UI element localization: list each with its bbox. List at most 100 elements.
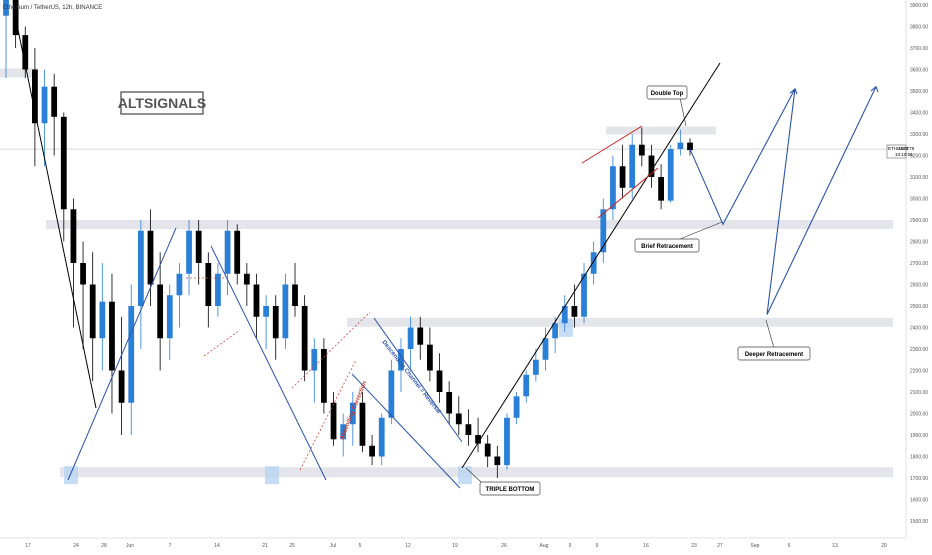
candle-body <box>215 273 221 306</box>
candle-body <box>80 263 86 285</box>
candle-body <box>195 230 202 263</box>
candle-body <box>407 327 414 349</box>
candle-body <box>137 230 144 306</box>
y-tick-label: 1800.00 <box>910 455 928 461</box>
candle-body <box>523 374 530 397</box>
x-tick-label: Aug <box>540 543 549 549</box>
candle-body <box>561 306 568 324</box>
x-tick-label: 7 <box>169 543 172 549</box>
triple-bottom-text: TRIPLE BOTTOM <box>486 487 535 493</box>
main-uptrend-line <box>461 62 721 469</box>
x-tick-label: 20 <box>881 543 887 549</box>
candle-body <box>22 35 29 70</box>
y-tick-label: 1500.00 <box>910 519 928 525</box>
trendlines <box>14 14 721 489</box>
x-tick-label: Jun <box>126 543 134 549</box>
candle-body <box>378 417 385 457</box>
y-tick-label: 3800.00 <box>910 25 928 31</box>
x-tick-label: 14 <box>214 543 220 549</box>
price-axis[interactable]: 1500.00 1600.00 1700.00 1800.00 1900.00 2000.… <box>910 3 928 525</box>
badge-countdown: 10:10:56 <box>895 152 913 157</box>
candle-body <box>292 284 298 306</box>
y-tick-label: 2800.00 <box>910 240 928 246</box>
candle-body <box>687 142 693 151</box>
support-resistance-zones <box>0 68 906 485</box>
candle-body <box>648 155 655 177</box>
candle-body <box>388 370 395 418</box>
candle-body <box>658 177 664 201</box>
y-tick-label: 3300.00 <box>910 132 928 138</box>
candle-body <box>234 230 241 274</box>
candle-body <box>571 306 578 317</box>
candle-body <box>340 424 347 440</box>
last-price-badge: ETHUSDT 3229.79 10:10:56 <box>886 144 915 159</box>
brief-retracement-label: Brief Retracement <box>634 221 723 253</box>
candle-body <box>109 301 115 371</box>
badge-price: 3229.79 <box>898 146 915 151</box>
candle-body <box>176 273 183 296</box>
candle-body <box>166 295 173 339</box>
candle-body <box>465 424 472 435</box>
x-tick-label: 24 <box>73 543 79 549</box>
candle-body <box>677 142 684 150</box>
resistance-zone-2900 <box>46 220 893 229</box>
y-tick-label: 3900.00 <box>910 3 928 9</box>
candle-body <box>60 116 67 210</box>
zone-double-top <box>606 126 716 135</box>
red-rising-wedge-lower <box>597 167 659 219</box>
candle-body <box>417 327 424 345</box>
candle-body <box>398 349 404 371</box>
candle-body <box>118 370 125 403</box>
x-tick-label: 28 <box>101 543 107 549</box>
candle-body <box>475 435 481 444</box>
candle-body <box>581 273 587 317</box>
y-tick-label: 2000.00 <box>910 412 928 418</box>
uptrend-line-1 <box>67 227 177 481</box>
descending-line-1 <box>210 245 327 481</box>
candle-body <box>600 209 607 253</box>
double-top-label: Double Top <box>646 85 688 127</box>
y-tick-label: 2300.00 <box>910 347 928 353</box>
candle-body <box>51 86 58 117</box>
double-top-text: Double Top <box>651 91 684 97</box>
candle-body <box>590 252 597 274</box>
x-tick-label: 16 <box>643 543 649 549</box>
symbol-header: Ethereum / TetherUS, 12h, BINANCE <box>3 5 102 11</box>
candle-body <box>532 359 539 375</box>
x-tick-label: 13 <box>832 543 838 549</box>
zone-3600 <box>0 68 38 78</box>
candle-body <box>455 413 462 425</box>
candle-body <box>436 370 443 392</box>
candle-body <box>610 166 616 210</box>
y-tick-label: 1700.00 <box>910 476 928 482</box>
candle-body <box>667 149 674 201</box>
zone-touch-marker <box>458 466 472 485</box>
arrowhead-2 <box>870 85 879 93</box>
y-tick-label: 2100.00 <box>910 390 928 396</box>
support-zone-1730 <box>60 467 893 478</box>
candle-body <box>321 349 327 403</box>
candle-body <box>41 86 48 124</box>
x-tick-label: 5 <box>569 543 572 549</box>
x-tick-label: 26 <box>501 543 507 549</box>
deeper-retracement-text: Deeper Retracement <box>745 352 803 358</box>
candle-body <box>619 166 626 188</box>
time-axis[interactable]: 17 24 28 Jun 7 14 21 25 Jul 5 12 19 26 Aug 5 9 16 23 27 Sep… <box>25 543 887 549</box>
candle-body <box>494 456 501 466</box>
y-tick-label: 3000.00 <box>910 197 928 203</box>
triple-bottom-label: TRIPLE BOTTOM <box>465 467 541 496</box>
candle-body <box>253 284 260 317</box>
y-tick-label: 2400.00 <box>910 326 928 332</box>
x-tick-label: 5 <box>359 543 362 549</box>
candle-body <box>629 144 636 188</box>
x-tick-label: 25 <box>289 543 295 549</box>
downtrend-line-black <box>14 14 97 409</box>
candle-body <box>186 230 192 274</box>
candle-body <box>282 284 289 339</box>
brief-retracement-text: Brief Retracement <box>641 244 693 250</box>
candle-body <box>99 301 106 339</box>
candle-body <box>504 417 510 466</box>
y-tick-label: 3600.00 <box>910 68 928 74</box>
